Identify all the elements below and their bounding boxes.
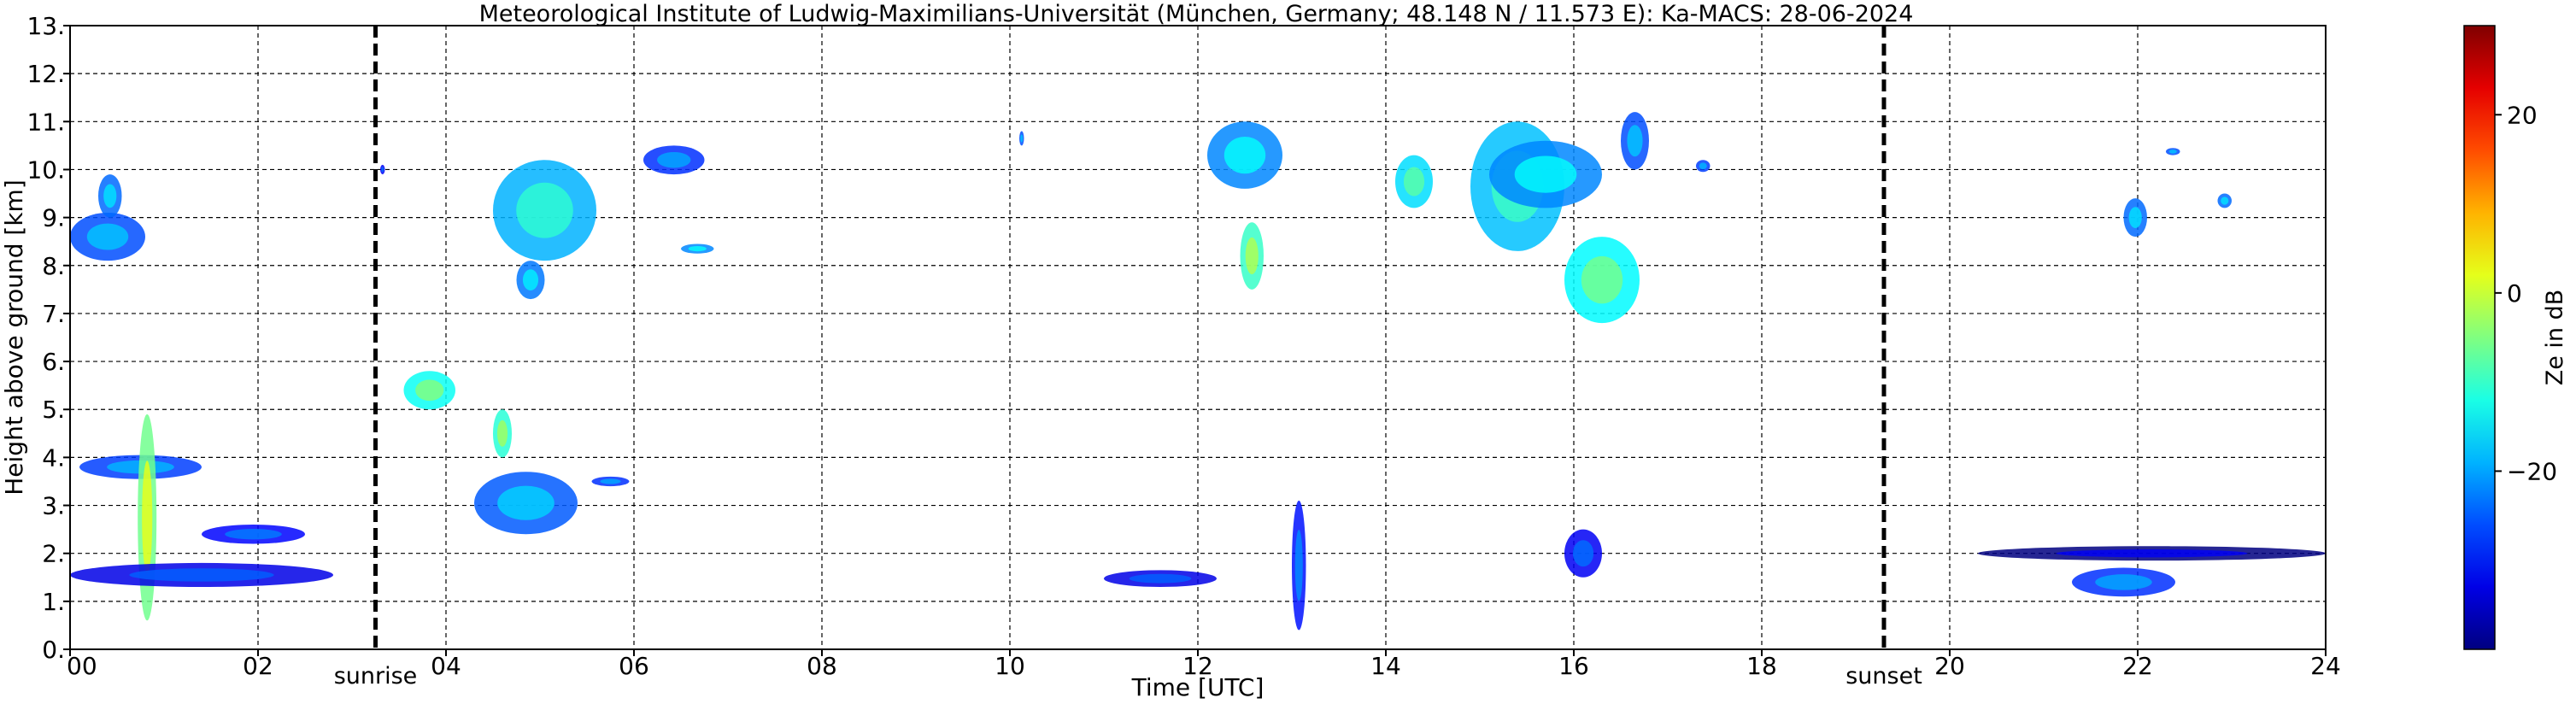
x-tick-label: 14 [1370,652,1401,680]
echo-cell-core [600,478,621,484]
echo-cell-core [497,485,555,520]
colorbar-tick-label: 20 [2507,101,2538,129]
echo-cell-core [522,269,539,290]
y-tick-label: 8. [42,252,65,280]
x-tick-label: 24 [2310,652,2341,680]
echo-cell-core [103,184,117,208]
echo-cell-core [688,246,707,252]
echo-cell-core [415,379,444,402]
echo-cell-core [1514,155,1577,193]
echo-cell-core [1129,573,1192,584]
echo-cell-core [2221,197,2229,205]
echo-cell-core [1020,134,1024,143]
x-tick-label: 12 [1182,652,1213,680]
echo-cell-core [2168,150,2177,154]
y-tick-label: 0. [42,636,65,664]
x-tick-label: 22 [2122,652,2153,680]
colorbar: 20 0 −20 [2463,25,2557,650]
y-tick-label: 2. [42,540,65,568]
y-tick-label: 3. [42,492,65,520]
y-tick-label: 13. [26,12,65,40]
y-tick-label: 10. [26,155,65,184]
x-tick-label: 18 [1746,652,1777,680]
y-tick-label: 4. [42,443,65,472]
x-tick-label: 20 [1934,652,1965,680]
colorbar-scale [2463,25,2496,650]
echo-cell-core [1581,255,1623,304]
y-tick-label: 5. [42,396,65,424]
y-axis-label: Height above ground [km] [0,179,28,496]
colorbar-tick-label: 0 [2507,279,2522,308]
gridlines [70,26,2326,649]
echo-cell-core [1245,237,1259,275]
x-tick-label: 00 [67,652,97,680]
sunset-label: sunset [1845,663,1922,689]
echo-cell-core [1403,167,1425,197]
echo-cell-core [225,529,282,540]
echo-cell-core [129,568,274,582]
reflectivity-cells [70,112,2326,631]
colorbar-label: Ze in dB [2542,290,2568,386]
y-tick-label: 6. [42,348,65,376]
echo-cell-core [1699,162,1707,170]
sunrise-label: sunrise [334,663,418,689]
echo-cell-core [381,167,384,173]
echo-cell-core [2056,549,2248,558]
echo-cell-core [1294,530,1303,601]
x-tick-label: 10 [995,652,1025,680]
x-tick-label: 16 [1558,652,1589,680]
chart-title: Meteorological Institute of Ludwig-Maxim… [479,1,1914,27]
x-tick-label: 04 [431,652,461,680]
colorbar-tick-label: −20 [2507,457,2557,485]
echo-cell-core [86,223,129,250]
echo-cell-core [142,461,153,574]
y-tick-label: 12. [26,60,65,88]
echo-cell-core [1223,136,1266,174]
x-tick-label: 08 [807,652,837,680]
y-tick-label: 9. [42,204,65,232]
echo-cell-core [1572,540,1594,567]
echo-cell-core [496,419,508,447]
x-tick-label: 02 [243,652,273,680]
x-axis-label: Time [UTC] [1131,673,1265,701]
y-tick-label: 1. [42,588,65,616]
y-tick-label: 11. [26,108,65,136]
echo-cell-core [2095,574,2152,590]
y-tick-label: 7. [42,300,65,328]
echo-cell-core [657,151,691,168]
echo-cell-core [516,182,573,238]
echo-cell-core [2128,207,2142,228]
x-tick-label: 06 [619,652,649,680]
echo-cell-core [1627,125,1643,157]
plot-area [69,25,2327,650]
